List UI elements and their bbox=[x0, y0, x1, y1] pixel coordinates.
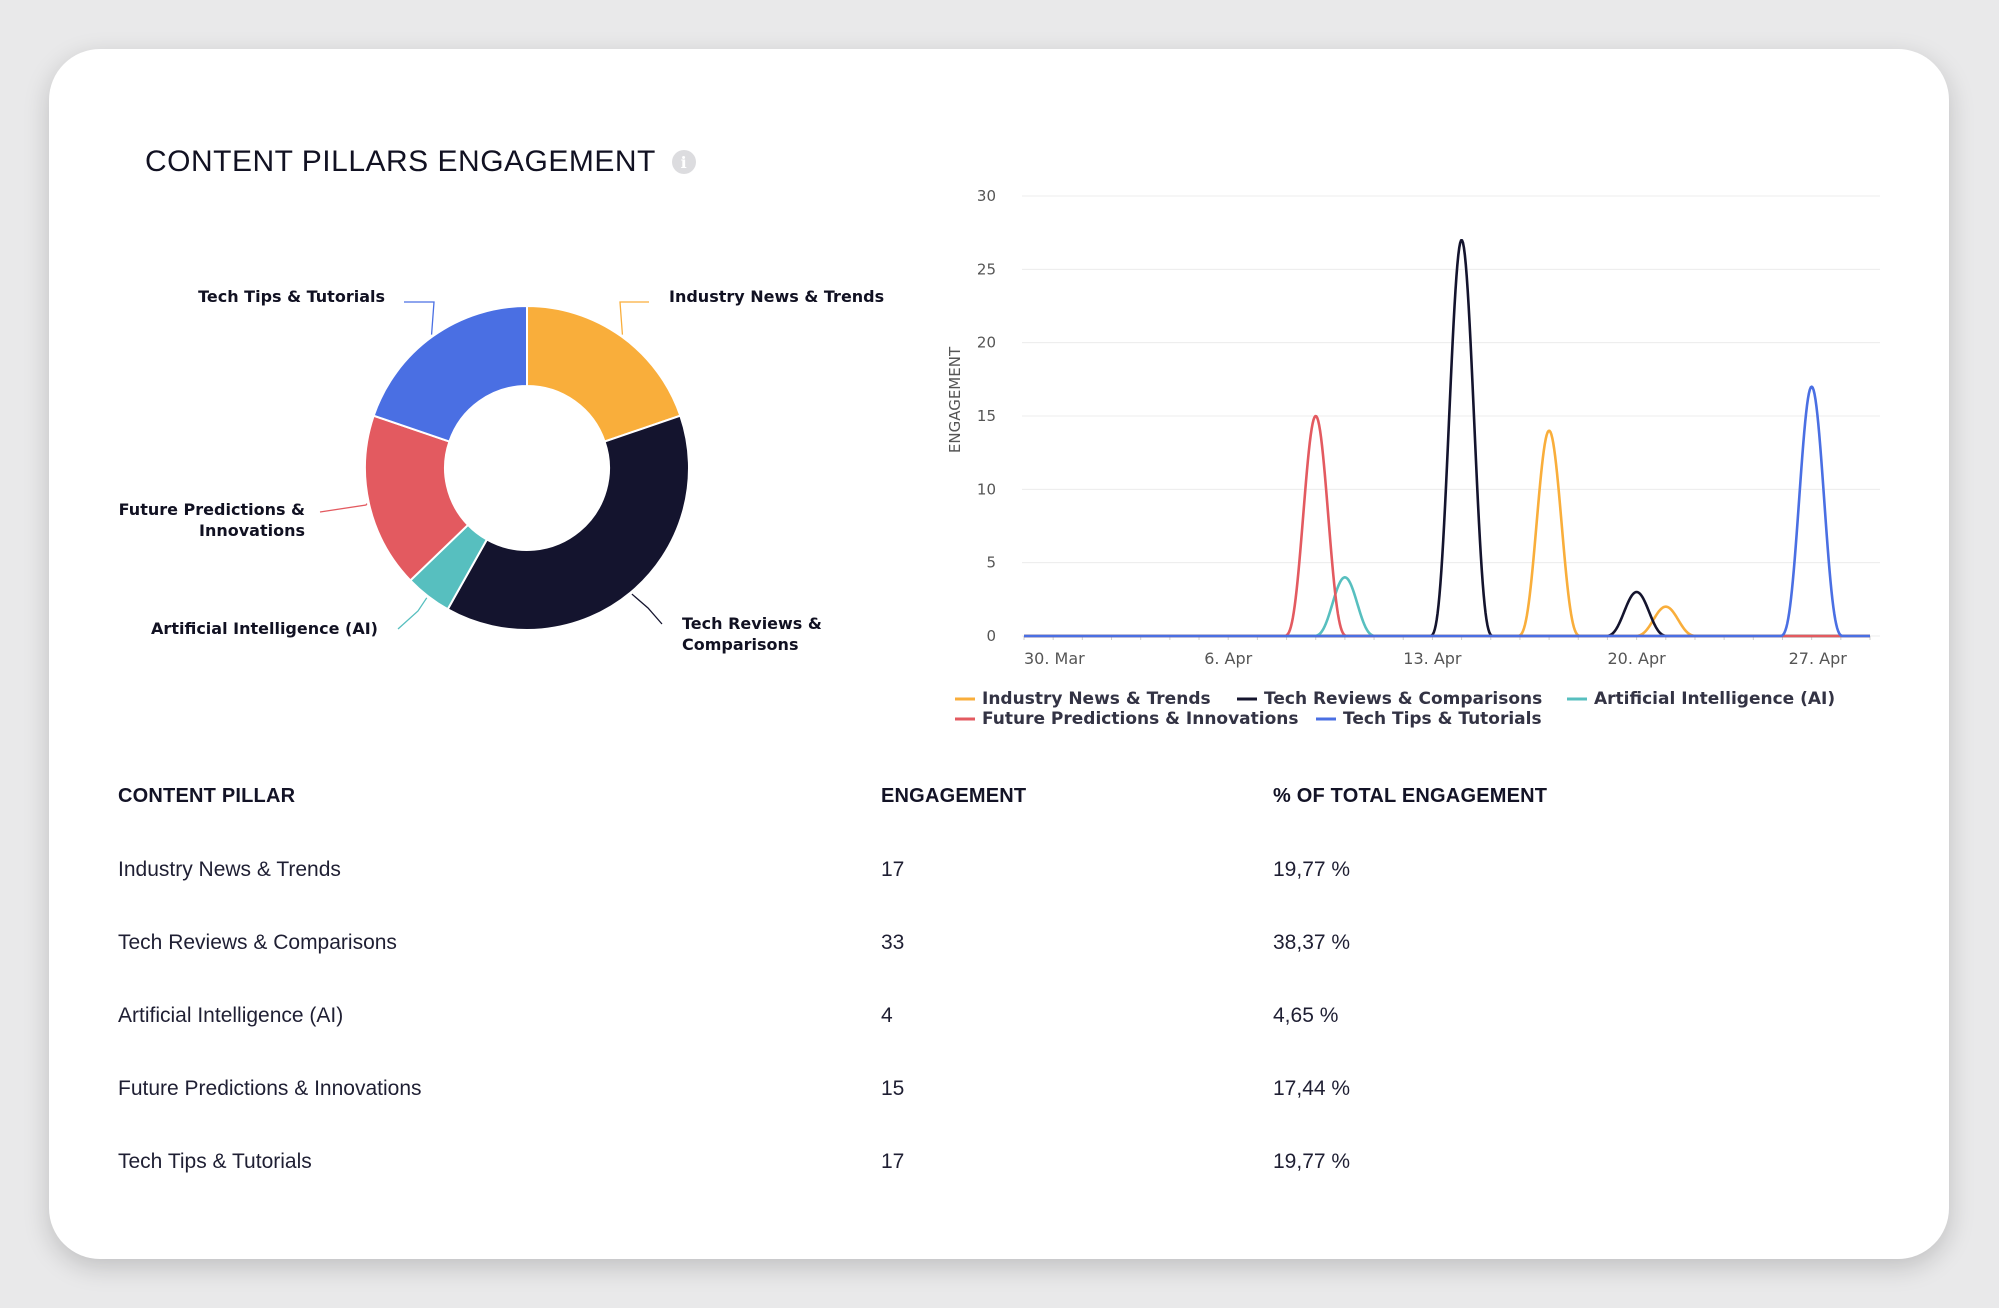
donut-label-line: Comparisons bbox=[682, 635, 798, 654]
donut-label: Tech Reviews & Comparisons bbox=[682, 614, 822, 654]
row-pillar: Industry News & Trends bbox=[118, 858, 341, 881]
card-title-text: CONTENT PILLARS ENGAGEMENT bbox=[145, 145, 656, 178]
y-tick-label: 0 bbox=[986, 627, 996, 645]
data-point[interactable] bbox=[1460, 238, 1464, 242]
donut-label-line: Tech Tips & Tutorials bbox=[198, 287, 385, 306]
data-point[interactable] bbox=[1547, 429, 1551, 433]
donut-label-connector bbox=[319, 503, 368, 513]
row-pillar: Artificial Intelligence (AI) bbox=[118, 1004, 344, 1027]
donut-label: Future Predictions & Innovations bbox=[119, 500, 305, 540]
row-percent: 38,37 % bbox=[1273, 931, 1351, 954]
legend-item-label[interactable]: Industry News & Trends bbox=[982, 689, 1211, 709]
row-percent: 4,65 % bbox=[1273, 1004, 1339, 1027]
donut-label: Artificial Intelligence (AI) bbox=[151, 619, 378, 638]
series-line[interactable] bbox=[1023, 385, 1871, 638]
row-engagement: 33 bbox=[881, 931, 905, 954]
legend-item-label[interactable]: Tech Reviews & Comparisons bbox=[1264, 689, 1542, 709]
donut-label: Tech Tips & Tutorials bbox=[198, 287, 385, 306]
series-line[interactable] bbox=[1023, 238, 1871, 638]
header-percent-total[interactable]: % OF TOTAL ENGAGEMENT bbox=[1273, 785, 1548, 807]
y-tick-label: 20 bbox=[977, 334, 996, 352]
table-row: Future Predictions & Innovations 15 17,4… bbox=[118, 1077, 1898, 1150]
card-title: CONTENT PILLARS ENGAGEMENT i bbox=[145, 145, 696, 179]
table-row: Artificial Intelligence (AI) 4 4,65 % bbox=[118, 1004, 1898, 1077]
data-point[interactable] bbox=[1810, 385, 1814, 389]
donut-label: Industry News & Trends bbox=[669, 287, 884, 306]
x-tick-label: 30. Mar bbox=[1024, 649, 1085, 668]
donut-label-connector bbox=[397, 597, 428, 630]
table-row: Industry News & Trends 17 19,77 % bbox=[118, 858, 1898, 931]
row-percent: 19,77 % bbox=[1273, 858, 1351, 881]
donut-label-line: Innovations bbox=[199, 521, 305, 540]
donut-label-line: Artificial Intelligence (AI) bbox=[151, 619, 378, 638]
donut-label-connector bbox=[631, 593, 663, 625]
donut-label-connector bbox=[404, 301, 435, 335]
x-tick-label: 13. Apr bbox=[1403, 649, 1462, 668]
donut-label-line: Future Predictions & bbox=[119, 500, 305, 519]
row-pillar: Tech Tips & Tutorials bbox=[118, 1150, 312, 1173]
row-percent: 17,44 % bbox=[1273, 1077, 1351, 1100]
y-tick-label: 5 bbox=[986, 554, 996, 572]
y-tick-label: 10 bbox=[977, 480, 996, 498]
x-tick-label: 27. Apr bbox=[1789, 649, 1848, 668]
x-tick-label: 20. Apr bbox=[1608, 649, 1667, 668]
y-tick-label: 30 bbox=[977, 187, 996, 205]
data-point[interactable] bbox=[1343, 575, 1347, 579]
table-header: CONTENT PILLAR ENGAGEMENT % OF TOTAL ENG… bbox=[118, 785, 1898, 825]
pillars-table: CONTENT PILLAR ENGAGEMENT % OF TOTAL ENG… bbox=[118, 785, 1898, 1223]
donut-label-connector bbox=[619, 301, 649, 335]
data-point[interactable] bbox=[1314, 414, 1318, 418]
donut-slice[interactable] bbox=[526, 304, 682, 443]
y-tick-label: 25 bbox=[977, 260, 996, 278]
data-point[interactable] bbox=[1664, 605, 1668, 609]
row-engagement: 17 bbox=[881, 1150, 905, 1173]
legend-item-label[interactable]: Tech Tips & Tutorials bbox=[1343, 709, 1542, 729]
content-pillars-card: CONTENT PILLARS ENGAGEMENT i bbox=[49, 49, 1949, 1259]
header-content-pillar[interactable]: CONTENT PILLAR bbox=[118, 785, 296, 807]
data-point[interactable] bbox=[1635, 590, 1639, 594]
header-engagement[interactable]: ENGAGEMENT bbox=[881, 785, 1027, 807]
donut-slice[interactable] bbox=[372, 304, 528, 443]
donut-label-line: Industry News & Trends bbox=[669, 287, 884, 306]
donut-slice[interactable] bbox=[364, 414, 470, 582]
x-tick-label: 6. Apr bbox=[1204, 649, 1252, 668]
table-row: Tech Reviews & Comparisons 33 38,37 % bbox=[118, 931, 1898, 1004]
series-line[interactable] bbox=[1023, 576, 1871, 638]
row-engagement: 4 bbox=[881, 1004, 893, 1027]
row-pillar: Future Predictions & Innovations bbox=[118, 1077, 422, 1100]
row-engagement: 17 bbox=[881, 858, 905, 881]
donut-slice[interactable] bbox=[446, 414, 690, 631]
y-axis-label: ENGAGEMENT bbox=[946, 346, 964, 453]
legend-item-label[interactable]: Future Predictions & Innovations bbox=[982, 709, 1299, 729]
row-engagement: 15 bbox=[881, 1077, 905, 1100]
row-pillar: Tech Reviews & Comparisons bbox=[118, 931, 397, 954]
info-icon[interactable]: i bbox=[671, 150, 696, 174]
y-tick-label: 15 bbox=[977, 407, 996, 425]
legend-item-label[interactable]: Artificial Intelligence (AI) bbox=[1594, 689, 1835, 709]
row-percent: 19,77 % bbox=[1273, 1150, 1351, 1173]
donut-label-line: Tech Reviews & bbox=[682, 614, 822, 633]
table-row: Tech Tips & Tutorials 17 19,77 % bbox=[118, 1150, 1898, 1223]
